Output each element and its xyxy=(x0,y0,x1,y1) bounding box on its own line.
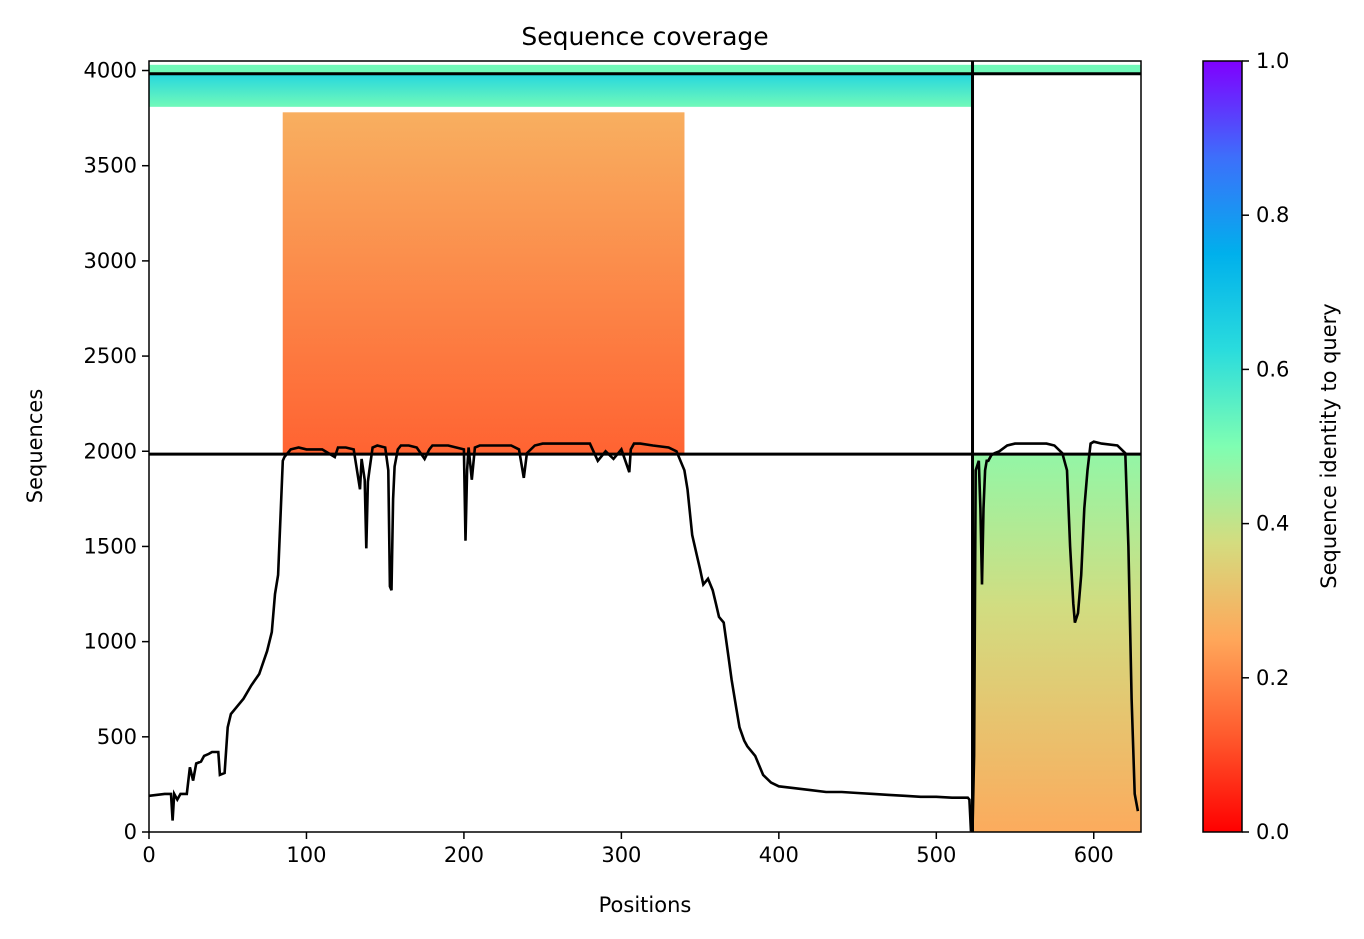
y-axis-label: Sequences xyxy=(23,389,47,504)
colorbar-tick-label: 0.4 xyxy=(1256,512,1289,536)
y-axis: 0 500 1000 1500 2000 2500 3000 3500 4000 xyxy=(84,59,149,844)
boundary-lines xyxy=(149,61,1141,832)
colorbar-tick-label: 0.6 xyxy=(1256,357,1289,381)
x-axis-label: Positions xyxy=(599,893,692,917)
y-tick-label: 1000 xyxy=(84,630,137,654)
x-tick-label: 200 xyxy=(444,843,484,867)
x-axis: 0 100 200 300 400 500 600 xyxy=(142,832,1114,867)
y-tick-label: 3000 xyxy=(84,249,137,273)
coverage-texture xyxy=(149,73,1141,832)
plot-frame xyxy=(148,60,1142,833)
x-tick-label: 400 xyxy=(759,843,799,867)
colorbar-tick-label: 0.2 xyxy=(1256,666,1289,690)
colorbar-tick-label: 1.0 xyxy=(1256,49,1289,73)
colorbar-label: Sequence identity to query xyxy=(1317,303,1341,588)
y-tick-label: 2500 xyxy=(84,344,137,368)
colorbar-tick-label: 0.8 xyxy=(1256,203,1289,227)
colorbar-ticks: 0.0 0.2 0.4 0.6 0.8 1.0 xyxy=(1242,49,1289,844)
chart-title: Sequence coverage xyxy=(521,22,768,51)
coverage-block-top-hits xyxy=(149,64,1141,74)
x-tick-label: 600 xyxy=(1074,843,1114,867)
colorbar-gradient xyxy=(1202,60,1243,833)
y-tick-label: 2000 xyxy=(84,439,137,463)
coverage-line xyxy=(149,440,1140,832)
x-tick-label: 300 xyxy=(601,843,641,867)
segment-2-shading xyxy=(974,454,1141,832)
colorbar-tick-label: 0.0 xyxy=(1256,820,1289,844)
y-tick-label: 4000 xyxy=(84,59,137,83)
colorbar: 0.0 0.2 0.4 0.6 0.8 1.0 Sequence identity to … xyxy=(1202,49,1341,844)
plot-area xyxy=(149,61,1141,832)
x-tick-label: 500 xyxy=(916,843,956,867)
y-tick-label: 0 xyxy=(124,820,137,844)
y-tick-label: 500 xyxy=(97,725,137,749)
y-tick-label: 1500 xyxy=(84,534,137,558)
top-hits-shading xyxy=(149,73,971,107)
x-tick-label: 0 xyxy=(142,843,155,867)
segment-1-shading xyxy=(282,112,685,454)
x-tick-label: 100 xyxy=(286,843,326,867)
y-tick-label: 3500 xyxy=(84,154,137,178)
